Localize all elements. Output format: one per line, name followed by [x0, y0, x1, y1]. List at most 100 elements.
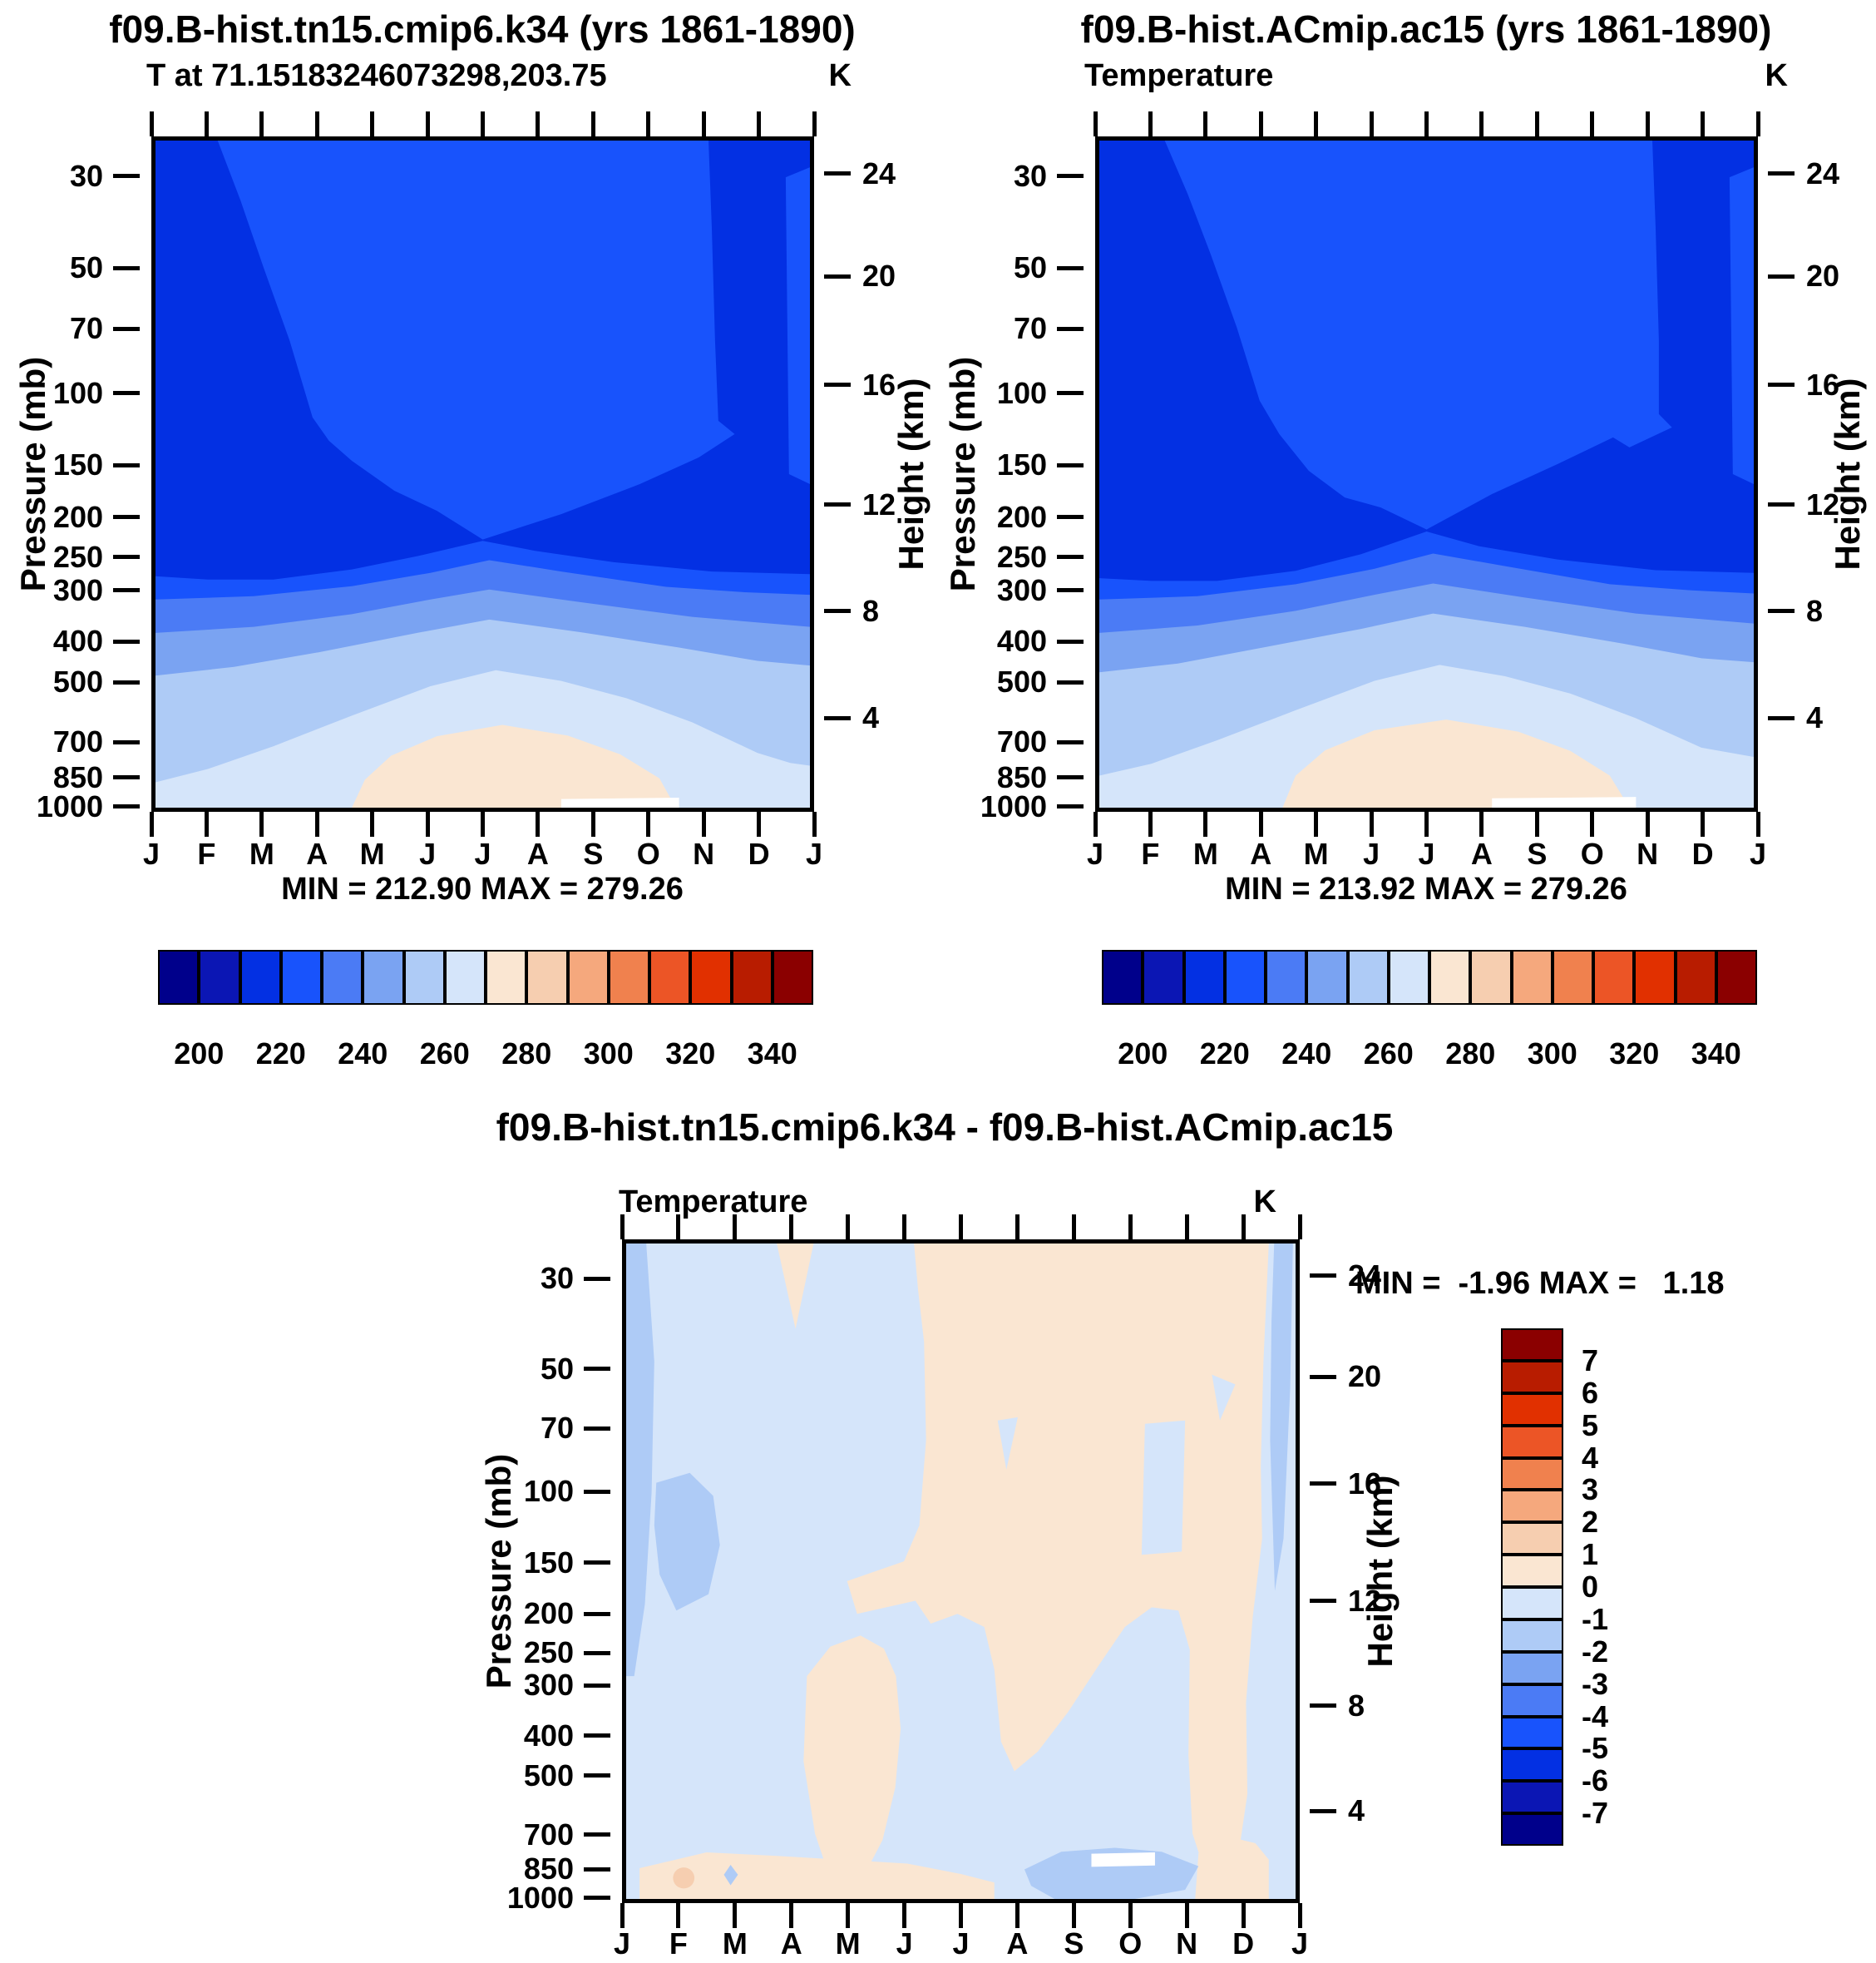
top-right-pressure-tick-label: 300: [996, 572, 1047, 607]
top-right-colorbar-cell: [1347, 950, 1389, 1005]
top-left-pressure-tick-label: 150: [52, 447, 103, 482]
diff-positive-top-wedge: [777, 1244, 814, 1329]
top-right-height-tick: [1768, 715, 1795, 720]
diff-colorbar-label: -4: [1582, 1698, 1609, 1733]
contour-stratosphere-funnel: [217, 141, 735, 540]
panel-title-top-right: f09.B-hist.ACmip.ac15 (yrs 1861-1890): [1080, 7, 1772, 51]
bottom-month-label: J: [896, 1926, 913, 1961]
contour-bottom-white-strip: [560, 797, 679, 808]
bottom-month-tick-bottom: [959, 1903, 963, 1928]
top-right-month-tick-top: [1534, 111, 1539, 136]
top-left-colorbar-cell: [363, 950, 404, 1005]
bottom-month-label: O: [1118, 1926, 1143, 1961]
top-left-colorbar-cell: [444, 950, 486, 1005]
top-right-pressure-tick: [1057, 515, 1084, 520]
top-left-month-tick-bottom: [590, 812, 595, 837]
top-left-month-tick-top: [481, 111, 485, 136]
top-right-height-tick-label: 12: [1806, 487, 1840, 522]
top-left-month-tick-bottom: [646, 812, 651, 837]
diff-colorbar-cell: [1501, 1748, 1563, 1782]
top-right-height-tick: [1768, 609, 1795, 614]
bottom-height-tick: [1310, 1374, 1336, 1379]
diff-negative-left-strip: [626, 1244, 654, 1677]
top-right-colorbar-cell: [1388, 950, 1429, 1005]
diff-colorbar-label: 5: [1582, 1407, 1599, 1442]
diff-negative-mar-bottom-dot: [723, 1865, 738, 1886]
bottom-pressure-tick-label: 250: [523, 1635, 574, 1670]
bottom-month-label: J: [613, 1926, 631, 1961]
top-left-height-tick: [824, 609, 851, 614]
top-left-pressure-tick: [113, 174, 140, 179]
top-right-colorbar-label: 200: [1118, 1036, 1168, 1071]
diff-colorbar-cell: [1501, 1522, 1563, 1555]
bottom-pressure-tick-label: 850: [523, 1852, 574, 1886]
top-left-month-label: M: [249, 837, 274, 871]
top-right-pressure-tick: [1057, 775, 1084, 780]
minmax-bottom: MIN = -1.96 MAX = 1.18: [1355, 1266, 1725, 1301]
top-left-height-tick-label: 20: [862, 259, 896, 294]
diff-colorbar-cell: [1501, 1457, 1563, 1491]
bottom-month-tick-bottom: [1184, 1903, 1189, 1928]
top-right-pressure-tick-label: 850: [996, 759, 1047, 794]
diff-neutral-notch-upper-right: [1212, 1374, 1236, 1421]
top-right-pressure-tick-label: 70: [1013, 311, 1047, 346]
bottom-pressure-tick: [584, 1611, 610, 1616]
top-right-month-label: J: [1418, 837, 1435, 871]
top-right-pressure-tick-label: 500: [996, 665, 1047, 700]
top-right-pressure-tick: [1057, 804, 1084, 808]
top-left-pressure-tick: [113, 639, 140, 644]
top-left-colorbar-cell: [280, 950, 322, 1005]
top-right-pressure-tick: [1057, 391, 1084, 396]
bottom-height-tick: [1310, 1481, 1336, 1486]
top-right-month-label: F: [1141, 837, 1160, 871]
top-left-month-tick-bottom: [425, 812, 430, 837]
top-left-pressure-tick-label: 200: [52, 499, 103, 534]
bottom-height-tick-label: 24: [1348, 1258, 1382, 1293]
top-left-month-tick-top: [812, 111, 817, 136]
top-right-month-tick-top: [1093, 111, 1098, 136]
diff-colorbar-label: -7: [1582, 1796, 1609, 1831]
bottom-month-tick-top: [1071, 1214, 1076, 1239]
bottom-pressure-tick: [584, 1367, 610, 1372]
bottom-pressure-tick: [584, 1426, 610, 1431]
diff-colorbar-label: 3: [1582, 1472, 1599, 1507]
top-right-month-tick-bottom: [1701, 812, 1706, 837]
contour-plot-top-left: [156, 141, 810, 808]
top-right-pressure-tick-label: 100: [996, 375, 1047, 410]
top-right-colorbar-label: 260: [1363, 1036, 1414, 1071]
top-right-colorbar-label: 240: [1281, 1036, 1332, 1071]
top-left-colorbar-label: 340: [747, 1036, 797, 1071]
bottom-month-label: D: [1232, 1926, 1255, 1961]
top-right-month-label: M: [1303, 837, 1329, 871]
top-left-month-tick-bottom: [701, 812, 706, 837]
diff-colorbar-cell: [1501, 1425, 1563, 1458]
bottom-pressure-tick-label: 200: [523, 1596, 574, 1631]
bottom-pressure-tick: [584, 1276, 610, 1281]
bottom-month-tick-bottom: [620, 1903, 625, 1928]
bottom-month-tick-bottom: [902, 1903, 907, 1928]
top-right-colorbar-label: 340: [1691, 1036, 1741, 1071]
units-label-bottom: K: [1253, 1184, 1276, 1219]
top-left-pressure-tick: [113, 588, 140, 593]
top-right-month-label: J: [1363, 837, 1380, 871]
diff-colorbar-cell: [1501, 1392, 1563, 1426]
bottom-month-tick-top: [1241, 1214, 1246, 1239]
top-right-month-tick-top: [1314, 111, 1319, 136]
bottom-pressure-tick: [584, 1650, 610, 1655]
bottom-pressure-tick-label: 700: [523, 1817, 574, 1852]
diff-positive-bottom-strip: [639, 1852, 995, 1899]
bottom-pressure-tick-label: 500: [523, 1758, 574, 1792]
top-right-colorbar-cell: [1552, 950, 1593, 1005]
top-left-month-tick-bottom: [812, 812, 817, 837]
bottom-pressure-tick-label: 300: [523, 1668, 574, 1703]
top-right-colorbar-cell: [1143, 950, 1184, 1005]
top-right-pressure-tick-label: 50: [1013, 250, 1047, 285]
top-left-height-tick-label: 8: [862, 593, 880, 628]
top-left-pressure-tick: [113, 555, 140, 560]
diff-colorbar-cell: [1501, 1328, 1563, 1361]
bottom-height-tick-label: 16: [1348, 1466, 1382, 1501]
plot-area-bottom: [622, 1239, 1300, 1903]
panel-title-top-left: f09.B-hist.tn15.cmip6.k34 (yrs 1861-1890…: [109, 7, 856, 51]
bottom-month-tick-top: [959, 1214, 963, 1239]
